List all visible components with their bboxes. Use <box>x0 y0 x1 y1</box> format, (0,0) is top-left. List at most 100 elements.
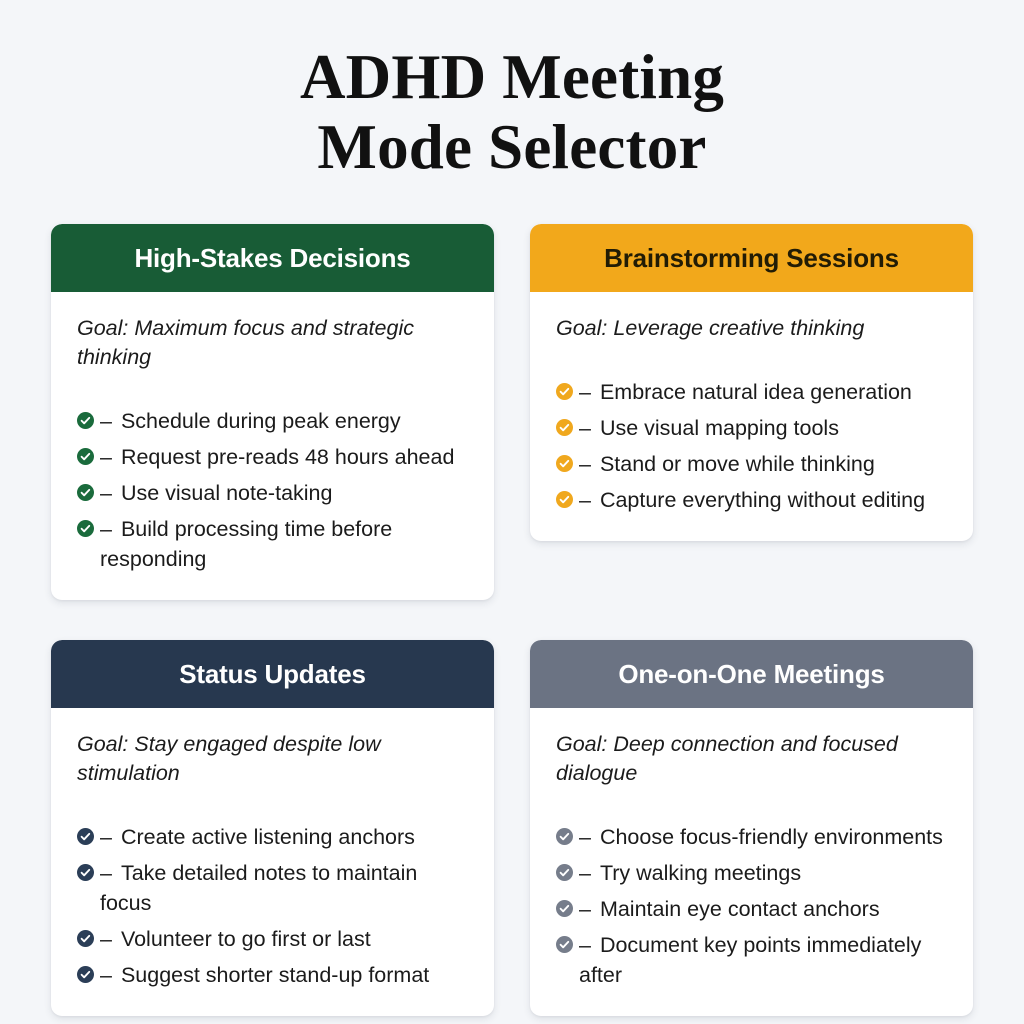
bullet-text: – Capture everything without editing <box>579 485 925 515</box>
bullet-text: – Choose focus-friendly environments <box>579 822 943 852</box>
bullet-text: – Request pre-reads 48 hours ahead <box>100 442 454 472</box>
list-item: – Suggest shorter stand-up format <box>77 960 468 990</box>
bullet-dash: – <box>579 933 597 957</box>
bullet-dash: – <box>100 825 118 849</box>
bullet-label: Volunteer to go first or last <box>120 927 371 951</box>
bullet-text: – Maintain eye contact anchors <box>579 894 880 924</box>
bullet-label: Take detailed notes to maintain focus <box>100 861 418 915</box>
card-one-on-one-meetings[interactable]: One-on-One Meetings Goal: Deep connectio… <box>530 640 973 1016</box>
check-circle-icon <box>77 828 94 845</box>
check-circle-icon <box>77 520 94 537</box>
bullet-label: Maintain eye contact anchors <box>599 897 880 921</box>
list-item: – Try walking meetings <box>556 858 947 888</box>
bullet-text: – Build processing time before respondin… <box>100 514 468 574</box>
bullet-text: – Use visual note-taking <box>100 478 332 508</box>
list-item: – Embrace natural idea generation <box>556 377 947 407</box>
check-circle-icon <box>556 491 573 508</box>
bullet-dash: – <box>579 897 597 921</box>
list-item: – Create active listening anchors <box>77 822 468 852</box>
card-high-stakes-decisions[interactable]: High-Stakes Decisions Goal: Maximum focu… <box>51 224 494 600</box>
bullet-dash: – <box>100 963 118 987</box>
card-header-high-stakes-decisions: High-Stakes Decisions <box>51 224 494 292</box>
card-header-status-updates: Status Updates <box>51 640 494 708</box>
card-bullet-list: – Schedule during peak energy – Request … <box>77 406 468 574</box>
bullet-dash: – <box>579 380 597 404</box>
bullet-dash: – <box>579 861 597 885</box>
bullet-label: Request pre-reads 48 hours ahead <box>120 445 455 469</box>
bullet-dash: – <box>100 517 118 541</box>
check-circle-icon <box>556 419 573 436</box>
card-grid: High-Stakes Decisions Goal: Maximum focu… <box>51 224 973 1016</box>
bullet-label: Choose focus-friendly environments <box>599 825 943 849</box>
card-body: Goal: Leverage creative thinking – Embra… <box>530 292 973 541</box>
bullet-text: – Use visual mapping tools <box>579 413 839 443</box>
bullet-dash: – <box>579 452 597 476</box>
card-bullet-list: – Choose focus-friendly environments – T… <box>556 822 947 990</box>
list-item: – Capture everything without editing <box>556 485 947 515</box>
check-circle-icon <box>77 448 94 465</box>
bullet-dash: – <box>100 409 118 433</box>
bullet-text: – Take detailed notes to maintain focus <box>100 858 468 918</box>
check-circle-icon <box>556 455 573 472</box>
card-title: Status Updates <box>179 658 366 689</box>
bullet-dash: – <box>100 861 118 885</box>
bullet-dash: – <box>579 825 597 849</box>
check-circle-icon <box>556 936 573 953</box>
card-title: One-on-One Meetings <box>618 658 885 689</box>
bullet-label: Use visual note-taking <box>120 481 333 505</box>
bullet-label: Document key points immediately after <box>579 933 922 987</box>
check-circle-icon <box>556 900 573 917</box>
list-item: – Stand or move while thinking <box>556 449 947 479</box>
page-title: ADHD Meeting Mode Selector <box>0 0 1024 182</box>
check-circle-icon <box>556 828 573 845</box>
card-status-updates[interactable]: Status Updates Goal: Stay engaged despit… <box>51 640 494 1016</box>
bullet-label: Create active listening anchors <box>120 825 415 849</box>
bullet-text: – Schedule during peak energy <box>100 406 401 436</box>
card-title: Brainstorming Sessions <box>604 242 899 273</box>
check-circle-icon <box>556 864 573 881</box>
card-header-one-on-one-meetings: One-on-One Meetings <box>530 640 973 708</box>
bullet-text: – Try walking meetings <box>579 858 801 888</box>
card-brainstorming-sessions[interactable]: Brainstorming Sessions Goal: Leverage cr… <box>530 224 973 541</box>
card-body: Goal: Maximum focus and strategic thinki… <box>51 292 494 600</box>
bullet-text: – Document key points immediately after <box>579 930 947 990</box>
list-item: – Maintain eye contact anchors <box>556 894 947 924</box>
list-item: – Take detailed notes to maintain focus <box>77 858 468 918</box>
card-goal: Goal: Deep connection and focused dialog… <box>556 732 898 785</box>
card-bullet-list: – Embrace natural idea generation – Use … <box>556 377 947 515</box>
list-item: – Request pre-reads 48 hours ahead <box>77 442 468 472</box>
card-bullet-list: – Create active listening anchors – Take… <box>77 822 468 990</box>
card-goal: Goal: Leverage creative thinking <box>556 316 865 340</box>
card-header-brainstorming-sessions: Brainstorming Sessions <box>530 224 973 292</box>
bullet-text: – Create active listening anchors <box>100 822 415 852</box>
bullet-dash: – <box>100 927 118 951</box>
card-title: High-Stakes Decisions <box>134 242 411 273</box>
bullet-dash: – <box>579 488 597 512</box>
list-item: – Volunteer to go first or last <box>77 924 468 954</box>
check-circle-icon <box>77 484 94 501</box>
check-circle-icon <box>77 864 94 881</box>
bullet-text: – Stand or move while thinking <box>579 449 875 479</box>
bullet-label: Embrace natural idea generation <box>599 380 912 404</box>
list-item: – Use visual mapping tools <box>556 413 947 443</box>
card-body: Goal: Stay engaged despite low stimulati… <box>51 708 494 1016</box>
check-circle-icon <box>556 383 573 400</box>
list-item: – Document key points immediately after <box>556 930 947 990</box>
list-item: – Build processing time before respondin… <box>77 514 468 574</box>
list-item: – Schedule during peak energy <box>77 406 468 436</box>
check-circle-icon <box>77 966 94 983</box>
page-title-line-1: ADHD Meeting <box>299 42 725 112</box>
bullet-label: Schedule during peak energy <box>120 409 401 433</box>
page-title-line-2: Mode Selector <box>317 112 707 182</box>
list-item: – Choose focus-friendly environments <box>556 822 947 852</box>
card-goal: Goal: Stay engaged despite low stimulati… <box>77 732 381 785</box>
bullet-label: Build processing time before responding <box>100 517 393 571</box>
check-circle-icon <box>77 412 94 429</box>
bullet-text: – Volunteer to go first or last <box>100 924 371 954</box>
bullet-label: Stand or move while thinking <box>599 452 875 476</box>
bullet-label: Use visual mapping tools <box>599 416 839 440</box>
bullet-label: Capture everything without editing <box>599 488 926 512</box>
bullet-dash: – <box>579 416 597 440</box>
bullet-label: Try walking meetings <box>599 861 802 885</box>
